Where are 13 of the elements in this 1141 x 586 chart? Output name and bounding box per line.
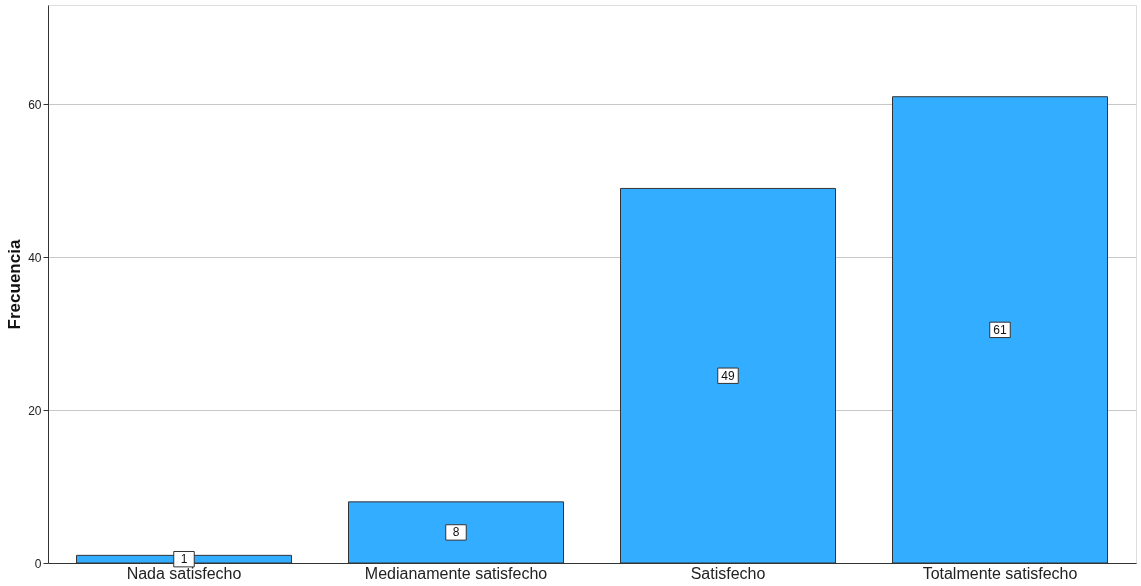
data-label: 8 (452, 525, 460, 540)
x-tick-label: Totalmente satisfecho (922, 564, 1078, 582)
data-label: 61 (993, 322, 1007, 337)
x-tick-label: Nada satisfecho (126, 564, 242, 582)
y-axis-title: Frecuencia (5, 239, 25, 330)
x-tick-label: Medianamente satisfecho (364, 564, 548, 582)
y-tick-label: 20 (28, 403, 42, 418)
y-tick-label: 0 (34, 556, 42, 571)
y-tick-label: 40 (28, 250, 42, 265)
data-label: 49 (721, 368, 735, 383)
y-tick-label: 60 (28, 97, 42, 112)
x-tick-label: Satisfecho (690, 564, 766, 582)
data-label: 1 (180, 552, 188, 567)
